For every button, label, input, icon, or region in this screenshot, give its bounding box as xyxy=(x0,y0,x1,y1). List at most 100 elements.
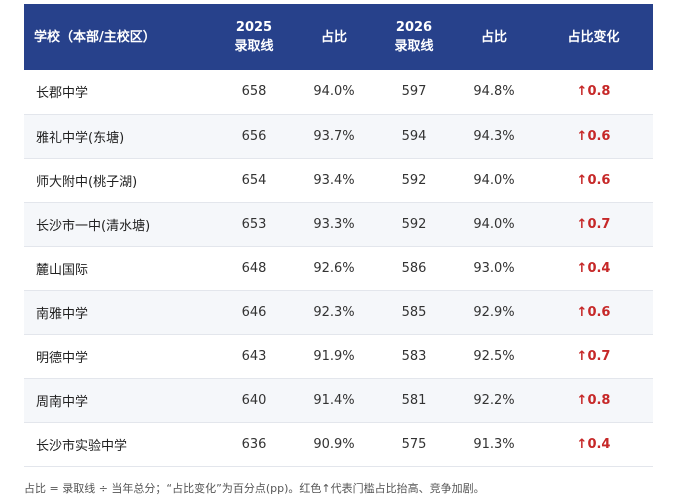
header-2026-ratio: 占比 xyxy=(454,4,534,70)
header-2026-score: 2026 录取线 xyxy=(374,4,454,70)
ratio-change: ↑0.4 xyxy=(534,422,653,466)
ratio-change-value: 0.6 xyxy=(587,128,611,144)
ratio-2026: 94.3% xyxy=(473,128,515,144)
score-2026: 583 xyxy=(401,348,427,364)
score-2026: 581 xyxy=(401,392,427,408)
up-arrow-icon: ↑ xyxy=(576,348,588,364)
ratio-change: ↑0.6 xyxy=(534,158,653,202)
header-change: 占比变化 xyxy=(534,4,653,70)
ratio-change: ↑0.8 xyxy=(534,378,653,422)
score-2025: 653 xyxy=(241,216,267,232)
table-footnote: 占比 = 录取线 ÷ 当年总分；“占比变化”为百分点(pp)。红色↑代表门槛占比… xyxy=(24,482,485,495)
school-name: 南雅中学 xyxy=(36,306,89,322)
ratio-2026: 92.2% xyxy=(473,392,515,408)
header-row: 学校（本部/主校区） 2025 录取线 占比 2026 录取线 占比 占比变化 xyxy=(24,4,653,70)
school-name: 明德中学 xyxy=(36,350,89,366)
score-2025: 636 xyxy=(241,436,267,452)
ratio-change-value: 0.8 xyxy=(587,392,611,408)
ratio-change: ↑0.6 xyxy=(534,114,653,158)
ratio-2026: 91.3% xyxy=(473,436,515,452)
score-2025: 643 xyxy=(241,348,267,364)
score-2025: 656 xyxy=(241,128,267,144)
ratio-2026: 92.9% xyxy=(473,304,515,320)
table-row: 明德中学 643 91.9% 583 92.5% ↑0.7 xyxy=(24,334,653,378)
school-name: 雅礼中学(东塘) xyxy=(36,130,125,146)
up-arrow-icon: ↑ xyxy=(576,260,588,276)
header-school: 学校（本部/主校区） xyxy=(24,4,214,70)
table-row: 长郡中学 658 94.0% 597 94.8% ↑0.8 xyxy=(24,70,653,114)
ratio-2025: 94.0% xyxy=(313,84,355,100)
ratio-change-value: 0.7 xyxy=(587,216,611,232)
ratio-change-value: 0.4 xyxy=(587,436,611,452)
score-2025: 646 xyxy=(241,304,267,320)
header-2025-year: 2025 xyxy=(235,20,273,35)
header-2026-year: 2026 xyxy=(395,20,433,35)
ratio-2025: 91.9% xyxy=(313,348,355,364)
table-header: 学校（本部/主校区） 2025 录取线 占比 2026 录取线 占比 占比变化 xyxy=(24,4,653,70)
admission-score-table: 学校（本部/主校区） 2025 录取线 占比 2026 录取线 占比 占比变化 xyxy=(24,4,653,467)
header-2025-score: 2025 录取线 xyxy=(214,4,294,70)
ratio-2025: 92.6% xyxy=(313,260,355,276)
ratio-2026: 92.5% xyxy=(473,348,515,364)
up-arrow-icon: ↑ xyxy=(576,304,588,320)
score-2026: 586 xyxy=(401,260,427,276)
score-2026: 585 xyxy=(401,304,427,320)
table-row: 周南中学 640 91.4% 581 92.2% ↑0.8 xyxy=(24,378,653,422)
table-row: 雅礼中学(东塘) 656 93.7% 594 94.3% ↑0.6 xyxy=(24,114,653,158)
score-2025: 648 xyxy=(241,260,267,276)
up-arrow-icon: ↑ xyxy=(576,436,588,452)
up-arrow-icon: ↑ xyxy=(576,84,588,100)
ratio-2025: 93.4% xyxy=(313,172,355,188)
school-name: 长郡中学 xyxy=(36,86,89,102)
ratio-change-value: 0.6 xyxy=(587,304,611,320)
table-row: 南雅中学 646 92.3% 585 92.9% ↑0.6 xyxy=(24,290,653,334)
table-row: 长沙市实验中学 636 90.9% 575 91.3% ↑0.4 xyxy=(24,422,653,466)
up-arrow-icon: ↑ xyxy=(576,392,588,408)
ratio-change-value: 0.4 xyxy=(587,260,611,276)
score-2026: 575 xyxy=(401,436,427,452)
header-2025-ratio: 占比 xyxy=(294,4,374,70)
ratio-2026: 93.0% xyxy=(473,260,515,276)
ratio-2025: 93.7% xyxy=(313,128,355,144)
table-body: 长郡中学 658 94.0% 597 94.8% ↑0.8 雅礼中学(东塘) 6… xyxy=(24,70,653,466)
ratio-change: ↑0.4 xyxy=(534,246,653,290)
up-arrow-icon: ↑ xyxy=(576,128,588,144)
ratio-2025: 92.3% xyxy=(313,304,355,320)
school-name: 长沙市实验中学 xyxy=(36,438,128,454)
ratio-change: ↑0.7 xyxy=(534,334,653,378)
school-name: 麓山国际 xyxy=(36,262,89,278)
score-2025: 640 xyxy=(241,392,267,408)
up-arrow-icon: ↑ xyxy=(576,216,588,232)
school-name: 长沙市一中(清水塘) xyxy=(36,218,151,234)
ratio-change: ↑0.6 xyxy=(534,290,653,334)
ratio-2026: 94.0% xyxy=(473,216,515,232)
ratio-change-value: 0.7 xyxy=(587,348,611,364)
table-row: 麓山国际 648 92.6% 586 93.0% ↑0.4 xyxy=(24,246,653,290)
admission-table-container: 学校（本部/主校区） 2025 录取线 占比 2026 录取线 占比 占比变化 xyxy=(24,4,653,467)
ratio-2026: 94.0% xyxy=(473,172,515,188)
ratio-2026: 94.8% xyxy=(473,84,515,100)
header-change-label: 占比变化 xyxy=(567,29,620,45)
ratio-2025: 91.4% xyxy=(313,392,355,408)
table-row: 长沙市一中(清水塘) 653 93.3% 592 94.0% ↑0.7 xyxy=(24,202,653,246)
header-2026-ratio-label: 占比 xyxy=(480,29,507,45)
header-school-label: 学校（本部/主校区） xyxy=(34,29,156,45)
ratio-2025: 90.9% xyxy=(313,436,355,452)
score-2026: 597 xyxy=(401,84,427,100)
score-2025: 658 xyxy=(241,84,267,100)
score-2025: 654 xyxy=(241,172,267,188)
ratio-change: ↑0.7 xyxy=(534,202,653,246)
score-2026: 592 xyxy=(401,216,427,232)
header-2025-ratio-label: 占比 xyxy=(320,29,347,45)
header-2026-label: 录取线 xyxy=(394,39,434,54)
header-2025-label: 录取线 xyxy=(234,39,274,54)
school-name: 周南中学 xyxy=(36,394,89,410)
ratio-change: ↑0.8 xyxy=(534,70,653,114)
ratio-change-value: 0.6 xyxy=(587,172,611,188)
ratio-2025: 93.3% xyxy=(313,216,355,232)
ratio-change-value: 0.8 xyxy=(587,84,611,100)
table-row: 师大附中(桃子湖) 654 93.4% 592 94.0% ↑0.6 xyxy=(24,158,653,202)
up-arrow-icon: ↑ xyxy=(576,172,588,188)
score-2026: 594 xyxy=(401,128,427,144)
score-2026: 592 xyxy=(401,172,427,188)
